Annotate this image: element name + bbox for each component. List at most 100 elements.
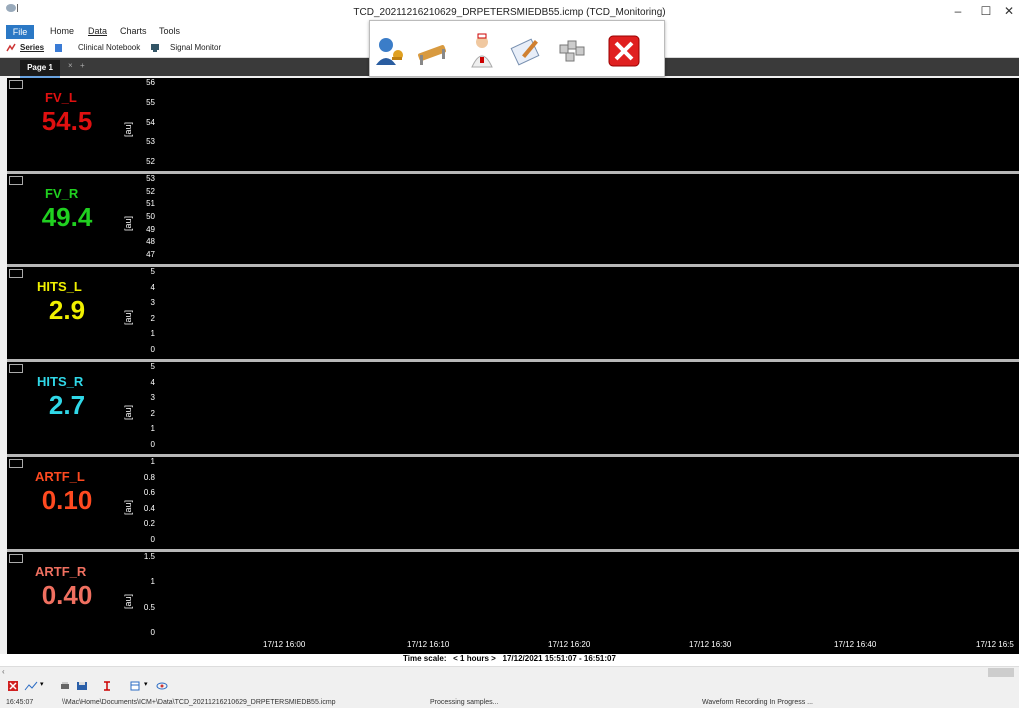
close-window-button[interactable]: ✕ [1003, 4, 1015, 18]
chart-area: FV_L 54.5 [au] 56 55 54 53 52 FV_R 49.4 [au] 53 52 51… [7, 78, 1019, 655]
series-icon [6, 43, 16, 52]
notebook-pen-icon[interactable] [508, 33, 544, 69]
time-label: 17/12 16:20 [548, 640, 591, 649]
signal-name: HITS_L [37, 279, 82, 294]
save-icon[interactable] [76, 681, 88, 691]
chevron-down-icon[interactable]: ▾ [144, 681, 148, 688]
signal-name: FV_L [45, 90, 77, 105]
y-tick-label: 49 [146, 224, 155, 234]
signal-panel: ARTF_L 0.10 [au] 1 0.8 0.6 0.4 0.2 0 [7, 457, 1019, 549]
time-label: 17/12 16:10 [407, 640, 450, 649]
popup-toolbar [369, 20, 665, 77]
signal-name: ARTF_L [35, 469, 85, 484]
stop-icon[interactable] [8, 681, 18, 691]
ribbon-signal-monitor[interactable]: Signal Monitor [170, 43, 222, 52]
panel-separator[interactable] [7, 549, 1019, 552]
scroll-thumb[interactable] [988, 668, 1014, 677]
signal-panel: HITS_R 2.7 [au] 5 4 3 2 1 0 [7, 362, 1019, 454]
status-processing: Processing samples... [430, 699, 499, 706]
y-tick-label: 3 [150, 393, 155, 403]
panel-separator[interactable] [7, 359, 1019, 362]
y-tick-label: 50 [146, 212, 155, 221]
panel-menu-icon[interactable] [9, 459, 23, 468]
ribbon-clinical-notebook[interactable]: Clinical Notebook [78, 43, 141, 52]
y-tick-label: 54 [146, 117, 155, 127]
time-label: 17/12 16:40 [834, 640, 877, 649]
panel-separator[interactable] [7, 454, 1019, 457]
y-tick-label: 53 [146, 174, 155, 183]
panel-menu-icon[interactable] [9, 364, 23, 373]
panel-menu-icon[interactable] [9, 80, 23, 89]
time-scale-bar: Time scale: < 1 hours > 17/12/2021 15:51… [0, 654, 1019, 666]
y-tick-label: 0 [150, 440, 155, 449]
y-tick-label: 0.2 [143, 519, 155, 529]
signal-value: 49.4 [41, 202, 93, 232]
print-icon[interactable] [60, 681, 70, 691]
panel-menu-icon[interactable] [9, 554, 23, 563]
y-tick-label: 0 [150, 345, 155, 354]
time-scale-label: Time scale: [403, 654, 447, 663]
panel-separator[interactable] [7, 171, 1019, 174]
signal-name: HITS_R [37, 374, 84, 389]
monitor-icon [151, 44, 159, 52]
scroll-left-icon[interactable]: ‹ [2, 667, 5, 676]
y-tick-label: 56 [146, 78, 155, 87]
menu-charts[interactable]: Charts [120, 26, 147, 36]
unit-label: [au] [123, 404, 133, 420]
signal-panel: FV_R 49.4 [au] 53 52 51 50 49 48 47 [7, 174, 1019, 264]
ribbon-series[interactable]: Series [20, 43, 45, 52]
bottom-toolbar: ▾ ▾ [0, 678, 1019, 694]
y-tick-label: 48 [146, 237, 155, 247]
horizontal-scrollbar[interactable]: ‹ [0, 666, 1019, 678]
keys-icon[interactable] [554, 33, 590, 69]
unit-label: [au] [123, 593, 133, 609]
minimize-button[interactable]: – [954, 4, 962, 18]
close-red-icon[interactable] [606, 33, 642, 69]
file-menu[interactable]: File [6, 25, 34, 39]
chart-type-icon[interactable] [24, 681, 38, 691]
y-tick-label: 4 [150, 282, 155, 292]
y-tick-label: 51 [146, 199, 155, 209]
text-cursor-icon[interactable] [102, 681, 112, 691]
y-tick-label: 1.5 [143, 552, 155, 561]
patient-bed-icon[interactable] [414, 33, 450, 69]
y-tick-label: 3 [150, 298, 155, 308]
y-tick-label: 53 [146, 137, 155, 147]
status-bar: 16:45:07 \\Mac\Home\Documents\ICM+\Data\… [0, 697, 1019, 708]
tab-add-button[interactable]: + [80, 61, 85, 70]
y-tick-label: 1 [150, 329, 155, 339]
y-tick-label: 47 [146, 250, 155, 259]
menu-tools[interactable]: Tools [159, 26, 181, 36]
menu-data[interactable]: Data [88, 26, 108, 36]
menu-home[interactable]: Home [50, 26, 75, 36]
time-label: 17/12 16:5 [976, 640, 1014, 649]
chevron-down-icon[interactable]: ▾ [40, 681, 44, 688]
doctor-icon[interactable] [464, 33, 500, 69]
panel-separator[interactable] [7, 264, 1019, 267]
window-title: TCD_20211216210629_DRPETERSMIEDB55.icmp … [353, 7, 666, 18]
y-tick-label: 0.6 [143, 488, 155, 498]
user-key-icon[interactable] [372, 33, 408, 69]
tab-page-1[interactable]: Page 1 [20, 60, 60, 78]
tab-close-button[interactable]: × [68, 61, 73, 70]
y-tick-label: 1 [150, 577, 155, 587]
app-icon[interactable] [5, 3, 19, 13]
unit-label: [au] [123, 121, 133, 137]
y-tick-label: 0 [150, 535, 155, 544]
y-tick-label: 1 [150, 424, 155, 434]
signal-value: 0.10 [41, 485, 93, 515]
signal-panel: FV_L 54.5 [au] 56 55 54 53 52 [7, 78, 1019, 171]
y-tick-label: 0.4 [143, 503, 155, 513]
time-scale-control[interactable]: < 1 hours > [453, 654, 496, 663]
signal-value: 54.5 [41, 106, 93, 136]
panel-menu-icon[interactable] [9, 269, 23, 278]
y-tick-label: 1 [150, 457, 155, 466]
maximize-button[interactable]: ☐ [980, 4, 992, 18]
layout-icon[interactable] [130, 681, 140, 691]
eye-icon[interactable] [156, 681, 168, 691]
unit-label: [au] [123, 309, 133, 325]
y-tick-label: 2 [150, 408, 155, 418]
status-path: \\Mac\Home\Documents\ICM+\Data\TCD_20211… [62, 699, 336, 706]
panel-menu-icon[interactable] [9, 176, 23, 185]
time-axis: 17/12 16:00 17/12 16:10 17/12 16:20 17/1… [0, 640, 1019, 652]
